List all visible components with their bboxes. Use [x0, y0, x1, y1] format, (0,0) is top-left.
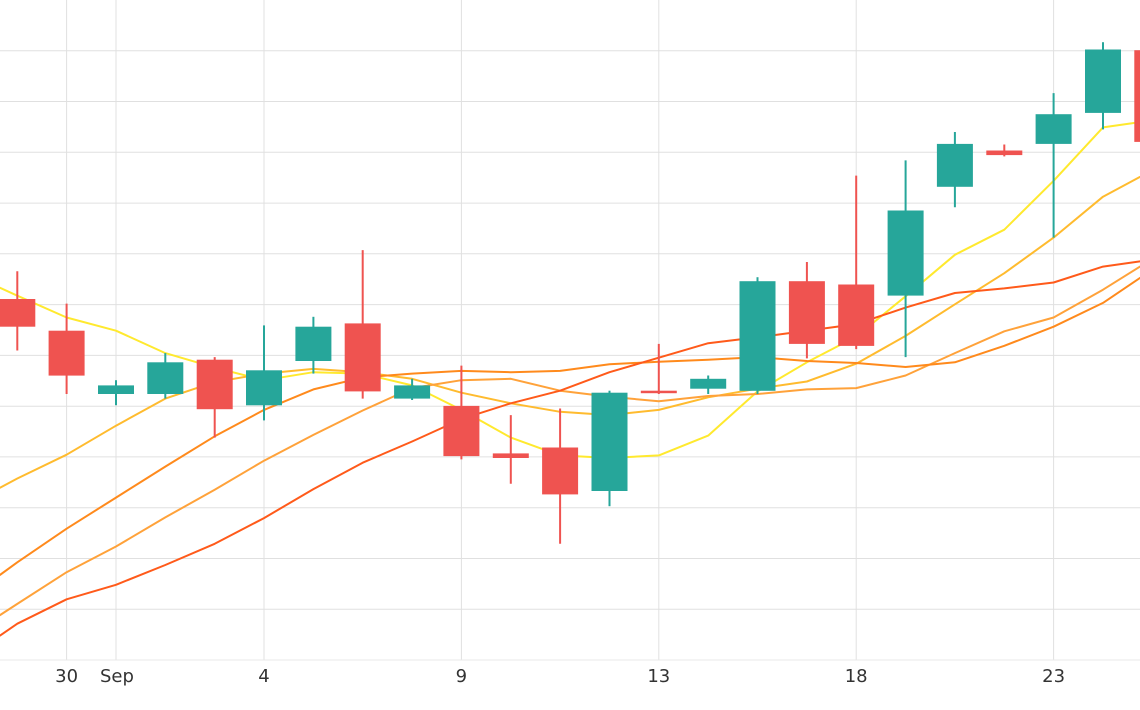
candle-body	[394, 385, 431, 399]
candle-body	[246, 370, 282, 406]
candle	[986, 144, 1023, 157]
candle-body	[48, 330, 85, 376]
candle-body	[147, 362, 184, 394]
candle	[640, 343, 677, 394]
candle-body	[838, 284, 875, 346]
candle	[48, 303, 85, 394]
candle	[443, 365, 480, 460]
candles	[0, 42, 1140, 544]
x-axis: 30 Sep 4 9 13 18 23	[55, 666, 1065, 687]
candle	[0, 271, 36, 351]
candle	[887, 160, 924, 358]
candle-body	[1134, 50, 1140, 142]
candle	[591, 390, 628, 507]
moving-average-line-4	[0, 276, 1140, 576]
x-tick-label: 4	[258, 666, 269, 687]
candle-body	[1085, 49, 1121, 113]
x-tick-label: 13	[647, 666, 670, 687]
candle-body	[591, 392, 628, 491]
candle-body	[690, 378, 727, 389]
candle	[492, 415, 529, 484]
candle-body	[739, 281, 776, 391]
candle-body	[986, 150, 1023, 156]
candle	[739, 277, 776, 394]
candle	[936, 132, 973, 208]
candle-body	[1035, 114, 1072, 144]
candle	[1134, 50, 1140, 142]
candle-body	[640, 390, 677, 394]
x-tick-label: Sep	[100, 666, 134, 687]
x-tick-label: 9	[456, 666, 467, 687]
candle-body	[344, 323, 381, 392]
candle	[1035, 93, 1072, 238]
candle-body	[887, 210, 924, 296]
x-tick-label: 23	[1042, 666, 1065, 687]
candle	[788, 262, 825, 359]
candle	[690, 375, 727, 394]
candle-body	[0, 299, 36, 327]
candle	[295, 316, 332, 374]
candle	[542, 408, 579, 544]
candle-body	[936, 143, 973, 187]
candle	[147, 353, 184, 399]
candle	[1085, 42, 1121, 130]
candle	[344, 250, 381, 399]
candle	[196, 357, 233, 438]
moving-average-line-5	[0, 260, 1140, 637]
candle-body	[788, 281, 825, 344]
candle-body	[443, 405, 480, 457]
candle	[98, 380, 134, 406]
candle	[394, 378, 431, 400]
candle-body	[98, 385, 134, 394]
candle-body	[492, 453, 529, 458]
candle-body	[542, 447, 579, 495]
candle-body	[295, 326, 332, 361]
candle-body	[196, 359, 233, 410]
x-tick-label: 30	[55, 666, 78, 687]
candle	[246, 325, 282, 421]
x-tick-label: 18	[845, 666, 868, 687]
candle	[838, 175, 875, 350]
